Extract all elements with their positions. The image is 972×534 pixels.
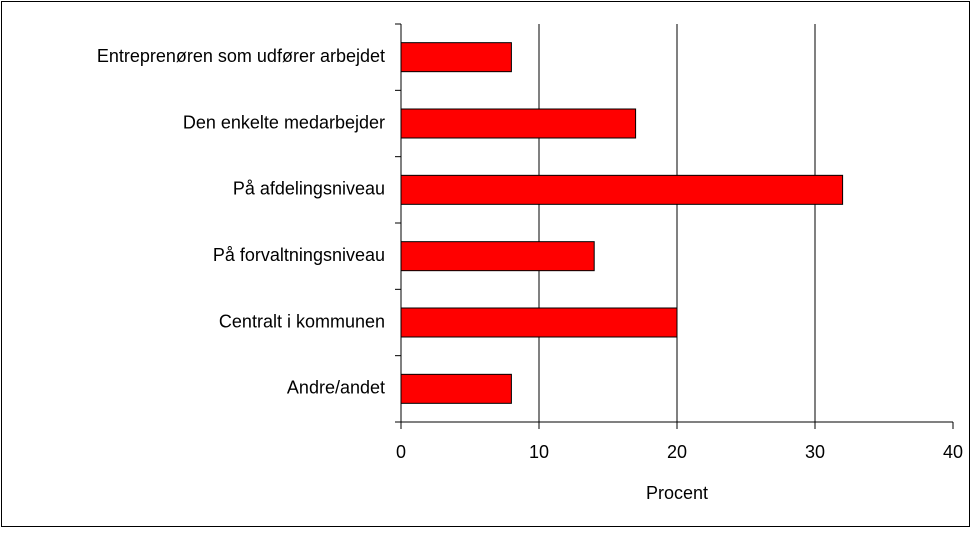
y-tick-label: Centralt i kommunen bbox=[219, 311, 385, 331]
bar bbox=[400, 42, 512, 73]
x-tick-label: 20 bbox=[667, 442, 687, 462]
bar bbox=[400, 174, 844, 205]
x-axis-label: Procent bbox=[646, 483, 708, 503]
bar bbox=[400, 108, 637, 139]
x-tick-label: 40 bbox=[943, 442, 963, 462]
x-tick-label: 30 bbox=[805, 442, 825, 462]
x-tick-label: 10 bbox=[529, 442, 549, 462]
y-tick-label: På forvaltningsniveau bbox=[213, 245, 385, 265]
y-tick-label: Den enkelte medarbejder bbox=[183, 112, 385, 132]
y-tick-label: Andre/andet bbox=[287, 378, 385, 398]
bar bbox=[400, 307, 678, 338]
x-tick-label: 0 bbox=[396, 442, 406, 462]
y-tick-label: På afdelingsniveau bbox=[233, 179, 385, 199]
bar bbox=[400, 373, 512, 404]
y-tick-label: Entreprenøren som udfører arbejdet bbox=[97, 46, 385, 66]
bar bbox=[400, 241, 595, 272]
